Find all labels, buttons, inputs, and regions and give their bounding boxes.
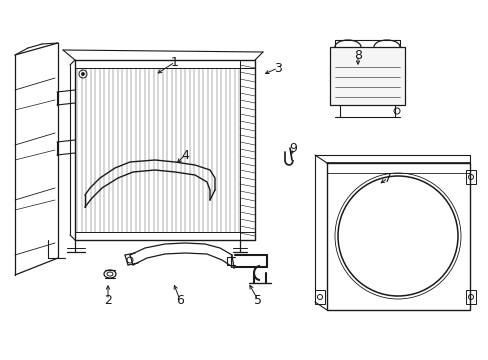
Text: 1: 1 [171,55,179,68]
Bar [465,290,475,304]
Bar [314,290,325,304]
Bar [326,163,469,310]
Bar [329,47,404,105]
Text: 6: 6 [176,293,183,306]
Text: 9: 9 [288,141,296,154]
Text: 2: 2 [104,293,112,306]
Bar [240,60,254,240]
Text: 3: 3 [273,62,282,75]
Text: 5: 5 [253,293,262,306]
Text: 4: 4 [181,149,188,162]
Text: 7: 7 [383,171,391,185]
Bar [465,170,475,184]
Circle shape [81,72,84,76]
Text: 8: 8 [353,49,361,62]
